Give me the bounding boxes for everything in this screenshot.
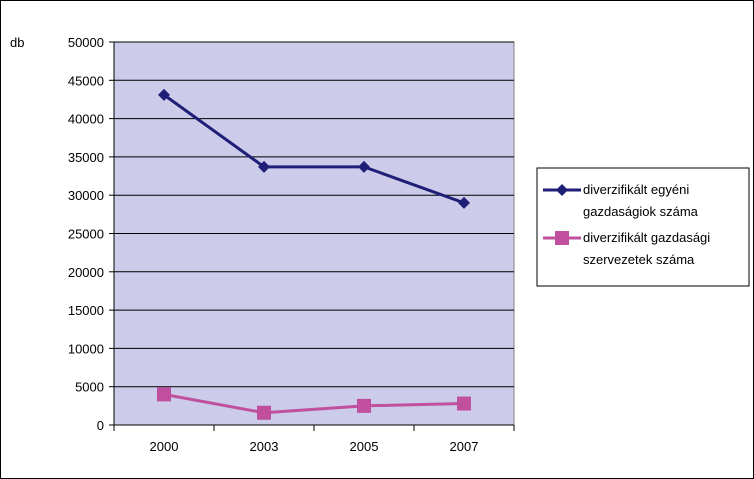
y-tick-label: 40000: [68, 112, 104, 127]
x-tick-label: 2007: [450, 439, 479, 454]
y-tick-label: 45000: [68, 73, 104, 88]
series-layer: [157, 88, 471, 420]
legend-marker: [555, 231, 569, 245]
legend-item-2: diverzifikált gazdasági szervezetek száma: [543, 230, 710, 267]
data-point: [357, 398, 371, 413]
y-tick-label: 20000: [68, 265, 104, 280]
data-point: [258, 160, 270, 173]
series-line: [163, 93, 465, 205]
x-axis-ticks: 2000 2003 2005 2007: [113, 425, 515, 454]
data-point: [457, 396, 471, 411]
y-axis-ticks: 0 5000 10000 15000 20000 25000 30000 35000 40000…: [68, 35, 114, 433]
legend-box: [536, 167, 750, 287]
data-point: [458, 196, 470, 209]
x-tick-label: 2003: [250, 439, 279, 454]
legend-label: diverzifikált egyéni: [583, 182, 689, 197]
y-tick-label: 0: [97, 418, 104, 433]
data-point: [358, 160, 370, 173]
series-line: [163, 392, 465, 415]
y-tick-label: 10000: [68, 341, 104, 356]
legend-label: diverzifikált gazdasági: [583, 230, 710, 245]
y-axis-label: db: [10, 35, 24, 50]
series-1: [158, 88, 470, 209]
series-2: [157, 387, 471, 420]
x-tick-label: 2000: [150, 439, 179, 454]
gridlines: [114, 41, 514, 388]
data-point: [157, 387, 171, 402]
y-tick-label: 25000: [68, 227, 104, 242]
y-tick-label: 30000: [68, 188, 104, 203]
legend-marker: [556, 184, 568, 196]
legend-label: szervezetek száma: [583, 252, 695, 267]
y-tick-label: 50000: [68, 35, 104, 50]
y-tick-label: 35000: [68, 150, 104, 165]
y-tick-label: 15000: [68, 303, 104, 318]
data-point: [158, 88, 170, 101]
data-point: [257, 405, 271, 420]
x-tick-label: 2005: [350, 439, 379, 454]
legend-item-1: diverzifikált egyéni gazdaságiok száma: [543, 182, 699, 219]
y-tick-label: 5000: [75, 380, 104, 395]
legend-label: gazdaságiok száma: [583, 204, 699, 219]
